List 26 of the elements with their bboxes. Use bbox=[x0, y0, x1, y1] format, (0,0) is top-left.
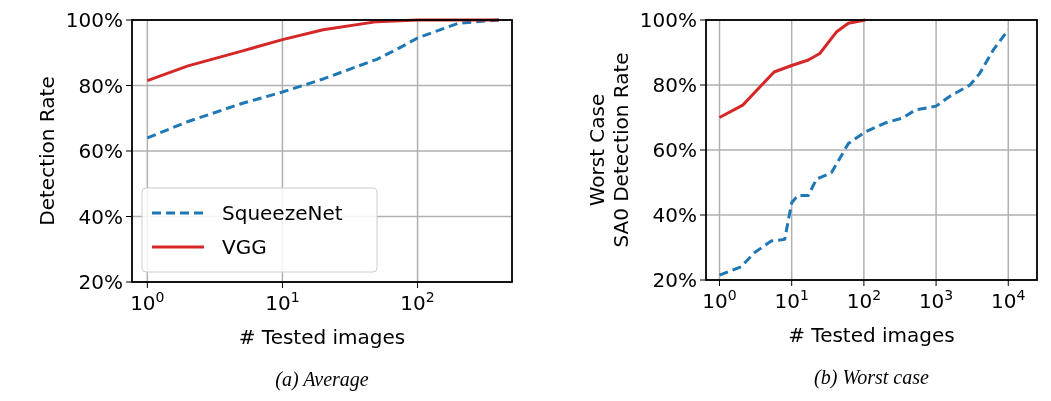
y-tick-label: 40% bbox=[78, 204, 123, 229]
y-tick-label: 40% bbox=[652, 203, 697, 227]
y-axis-title: Detection Rate bbox=[35, 76, 59, 226]
y-tick-label: 60% bbox=[652, 138, 697, 162]
y-axis-title: Worst Case SA0 Detection Rate bbox=[585, 52, 633, 248]
y-tick-label: 20% bbox=[652, 268, 697, 292]
y-tick-label: 80% bbox=[652, 73, 697, 97]
y-tick-label: 80% bbox=[78, 73, 123, 98]
x-tick-label: 10$^{3}$ bbox=[918, 287, 954, 313]
y-tick-label: 60% bbox=[78, 139, 123, 163]
x-tick-label: 10$^{4}$ bbox=[991, 287, 1026, 313]
text: (b) Worst case bbox=[814, 366, 930, 389]
y-tick-label: 100% bbox=[65, 8, 123, 32]
x-axis-title: # Tested images bbox=[788, 323, 955, 347]
x-tick-label: 10$^{0}$ bbox=[130, 289, 165, 315]
x-axis-title: # Tested images bbox=[238, 325, 406, 349]
x-tick-label: 10$^{1}$ bbox=[774, 287, 809, 313]
x-tick-label: 10$^{0}$ bbox=[702, 287, 737, 313]
y-tick-label: 100% bbox=[639, 8, 697, 32]
y-tick-label: 20% bbox=[78, 270, 123, 294]
x-tick-label: 10$^{2}$ bbox=[846, 287, 882, 313]
x-tick-label: 10$^{1}$ bbox=[265, 289, 300, 315]
legend-label: VGG bbox=[222, 235, 267, 259]
x-tick-label: 10$^{2}$ bbox=[400, 289, 435, 315]
text: (a) Average bbox=[275, 368, 369, 391]
legend-label: SqueezeNet bbox=[222, 201, 343, 225]
